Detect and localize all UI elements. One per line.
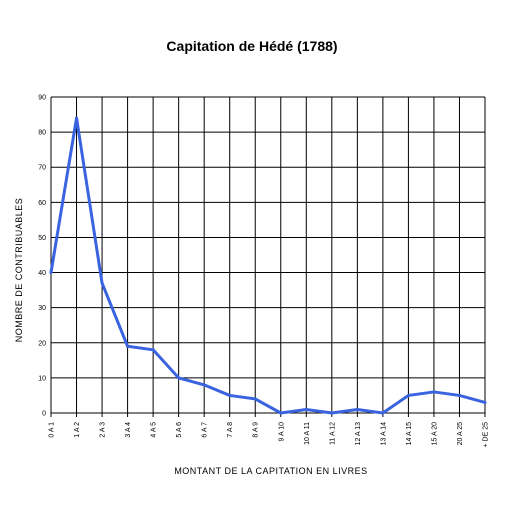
- data-point: [432, 390, 436, 394]
- x-tick-label: 5 A 6: [176, 422, 183, 438]
- y-tick-label: 90: [38, 95, 46, 102]
- data-point: [406, 393, 410, 397]
- x-tick-label: 2 A 3: [100, 422, 107, 438]
- data-point: [228, 393, 232, 397]
- x-tick-label: 12 A 13: [355, 422, 362, 445]
- chart-title: Capitation de Hédé (1788): [166, 38, 337, 54]
- x-tick-label: + DE 25: [483, 422, 490, 448]
- x-tick-label: 13 A 14: [380, 422, 387, 445]
- y-tick-label: 0: [42, 411, 46, 418]
- x-tick-label: 20 A 25: [457, 422, 464, 445]
- y-tick-label: 20: [38, 340, 46, 347]
- y-tick-label: 10: [38, 375, 46, 382]
- data-point: [126, 344, 130, 348]
- data-point: [75, 116, 79, 120]
- y-tick-labels: 0 10 20 30 40 50 60 70 80 90: [38, 95, 46, 418]
- data-point: [177, 376, 181, 380]
- x-tick-label: 3 A 4: [125, 422, 132, 438]
- data-point: [381, 411, 385, 415]
- x-tick-label: 10 A 11: [304, 422, 311, 445]
- x-tick-label: 4 A 5: [151, 422, 158, 438]
- data-point: [253, 397, 257, 401]
- series-line-group: [49, 116, 487, 415]
- data-point: [49, 271, 53, 275]
- y-tick-label: 30: [38, 305, 46, 312]
- x-tick-label: 8 A 9: [253, 422, 260, 438]
- data-point: [355, 407, 359, 411]
- x-tick-label: 0 A 1: [49, 422, 56, 438]
- x-tick-label: 6 A 7: [202, 422, 209, 438]
- x-tick-label: 7 A 8: [227, 422, 234, 438]
- series-line: [49, 116, 487, 415]
- data-point: [279, 411, 283, 415]
- x-tick-label: 11 A 12: [329, 422, 336, 445]
- x-tick-label: 14 A 15: [406, 422, 413, 445]
- grid: [50, 96, 486, 417]
- data-point: [151, 348, 155, 352]
- data-point: [202, 383, 206, 387]
- x-tick-label: 1 A 2: [74, 422, 81, 438]
- x-tick-labels: 0 A 1 1 A 2 2 A 3 3 A 4 4 A 5 5 A 6 6 A 7 7 A 8…: [49, 422, 490, 448]
- x-tick-label: 9 A 10: [278, 422, 285, 442]
- x-tick-label: 15 A 20: [431, 422, 438, 445]
- y-tick-label: 70: [38, 165, 46, 172]
- data-point: [483, 400, 487, 404]
- x-axis-label: MONTANT DE LA CAPITATION EN LIVRES: [174, 466, 367, 476]
- y-tick-label: 40: [38, 270, 46, 277]
- y-axis-label: NOMBRE DE CONTRIBUABLES: [14, 198, 24, 343]
- data-point: [457, 393, 461, 397]
- y-tick-label: 50: [38, 235, 46, 242]
- y-tick-label: 60: [38, 200, 46, 207]
- data-point: [330, 411, 334, 415]
- y-tick-label: 80: [38, 130, 46, 137]
- data-point: [304, 407, 308, 411]
- data-point: [100, 281, 104, 285]
